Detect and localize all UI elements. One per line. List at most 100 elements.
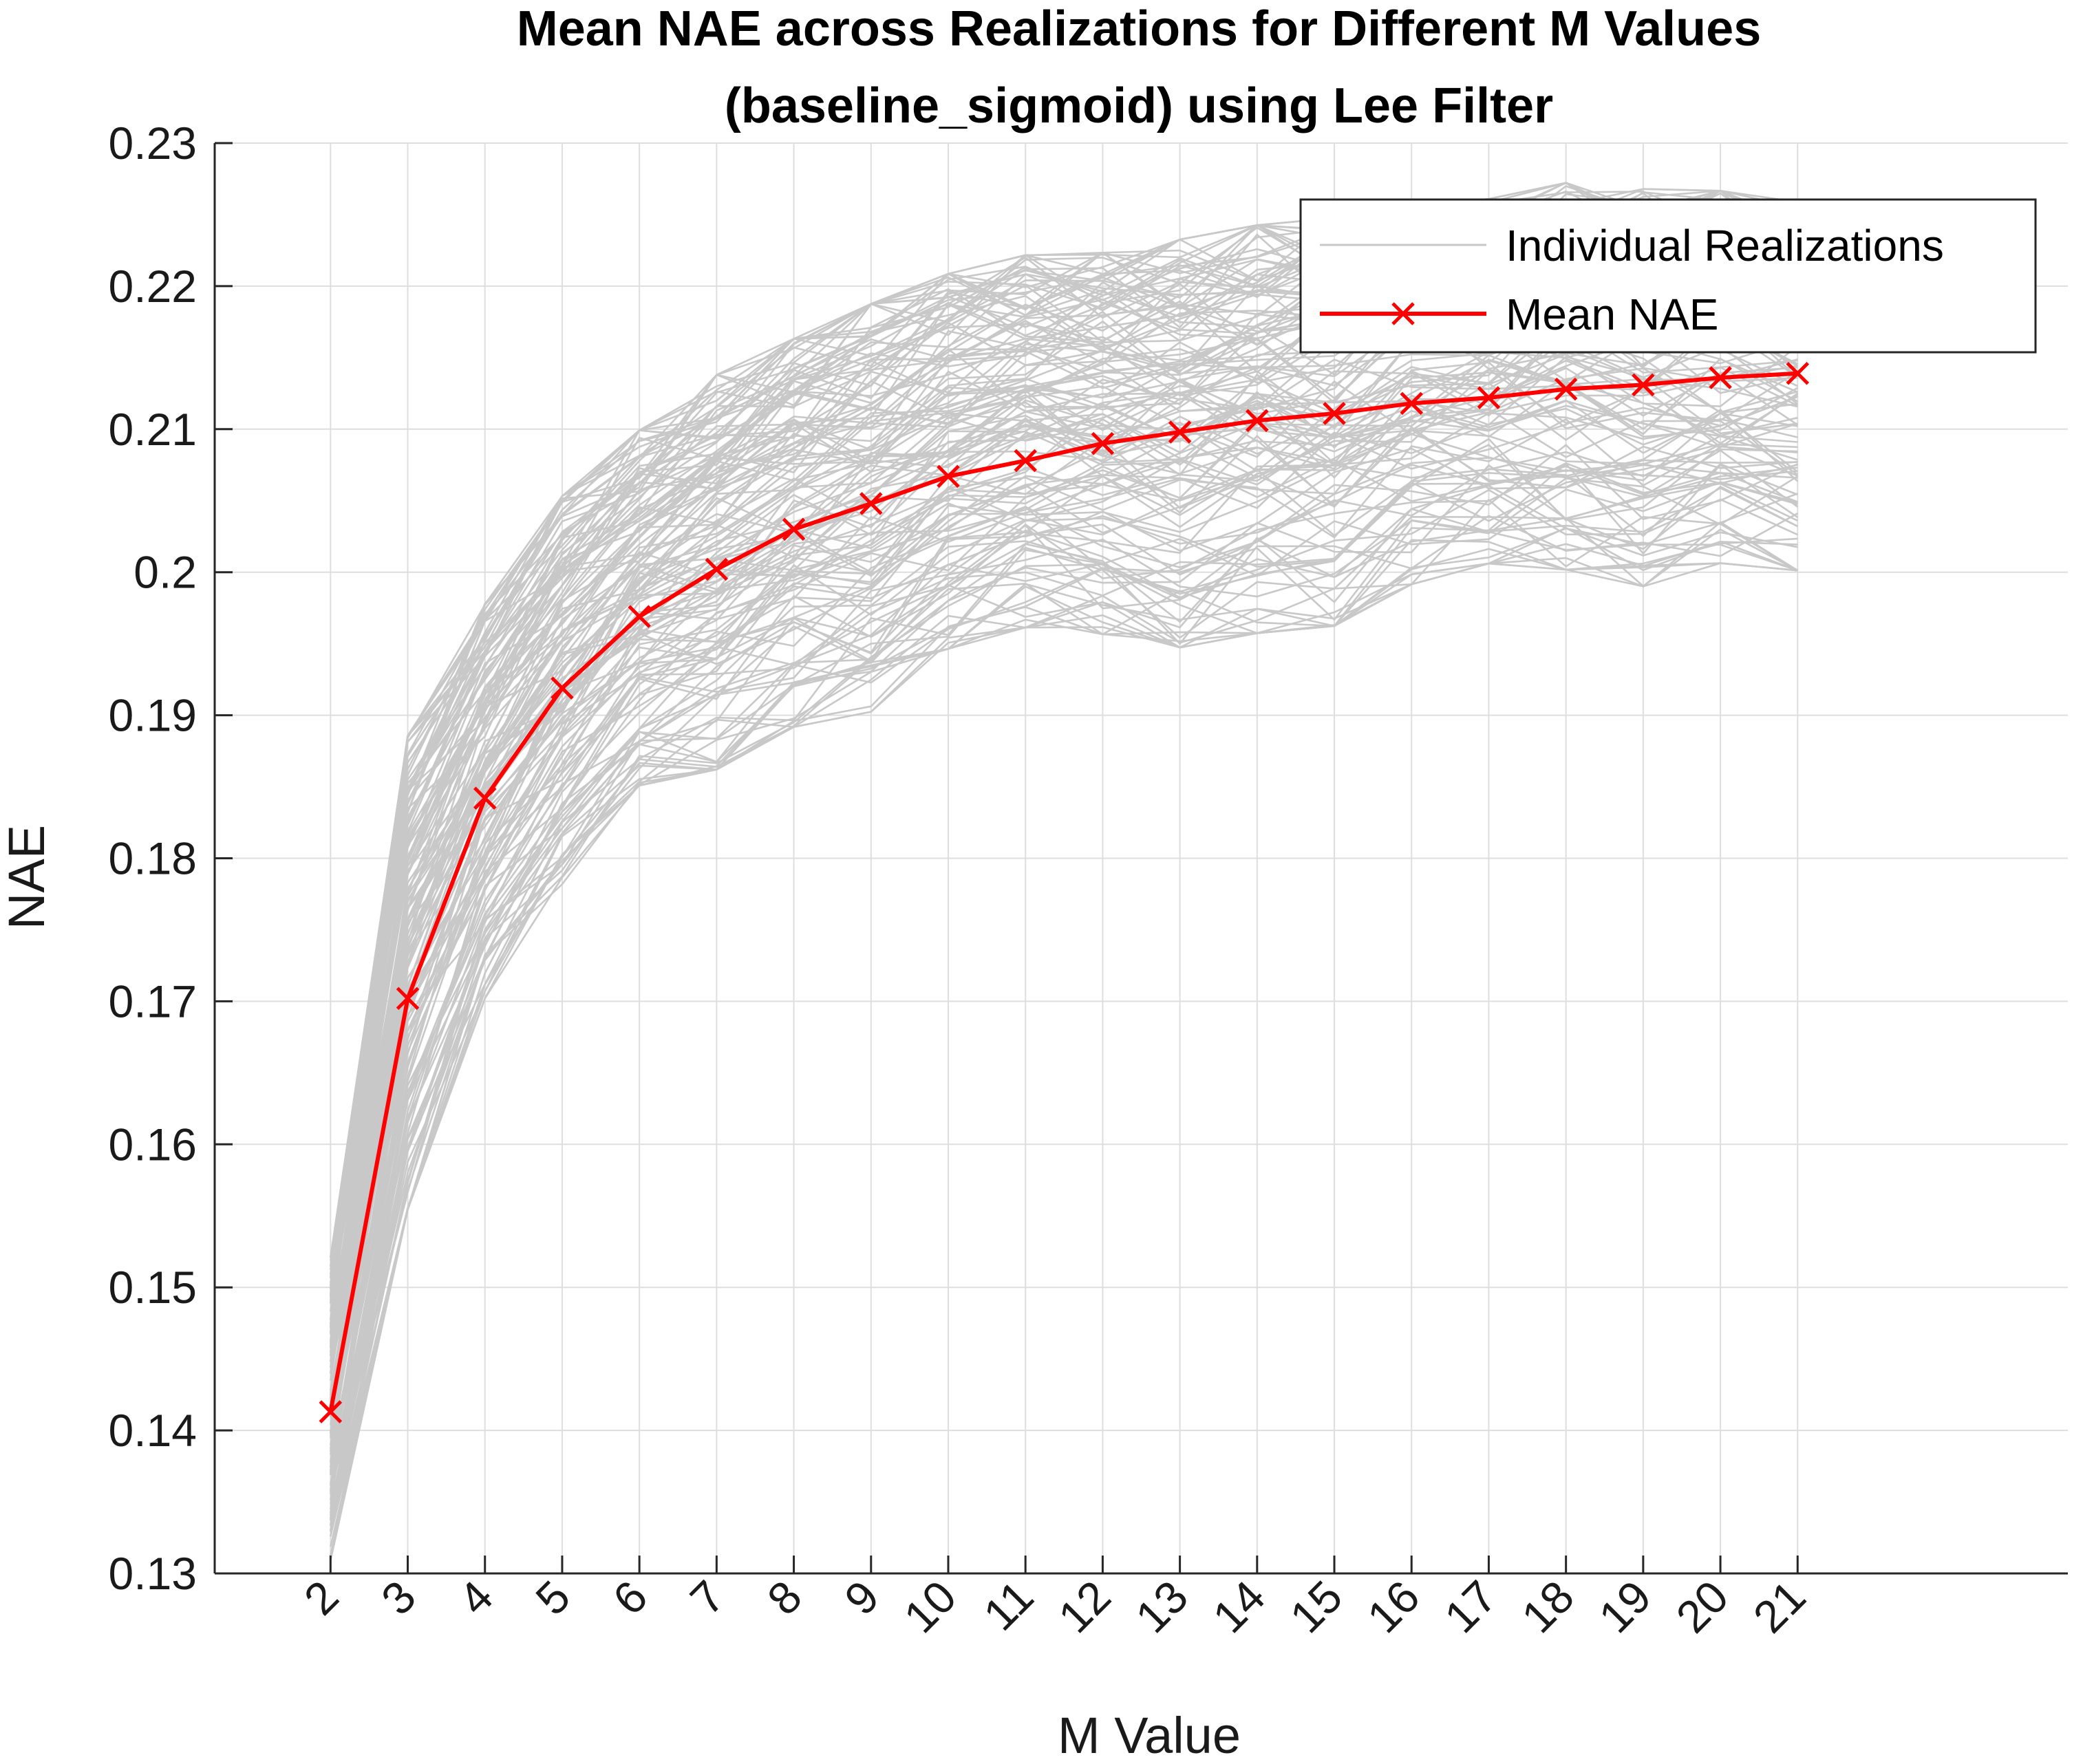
plot-area: 0.13 0.14 0.15 0.16 0.17 0.18 0.19 0.2 0.21 0.22 0… bbox=[109, 118, 2068, 1642]
y-tick-label: 0.23 bbox=[109, 118, 197, 169]
realization-line bbox=[330, 392, 1799, 1403]
mean-nae-marker bbox=[319, 1400, 343, 1423]
mean-nae-marker bbox=[1786, 361, 1810, 385]
y-axis-label: NAE bbox=[0, 825, 55, 929]
realization-line bbox=[330, 182, 1798, 1295]
legend-box bbox=[1299, 198, 2037, 354]
marker-stroke bbox=[319, 1400, 343, 1423]
realization-line bbox=[330, 562, 1798, 1537]
mean-nae-marker bbox=[1168, 420, 1192, 444]
marker-stroke bbox=[1323, 402, 1346, 425]
realization-line bbox=[330, 182, 1798, 1298]
mean-nae-marker bbox=[1091, 431, 1115, 455]
mean-nae-marker bbox=[1323, 402, 1346, 425]
realization-line bbox=[330, 418, 1798, 1471]
realization-line bbox=[330, 498, 1798, 1531]
y-tick-label: 0.14 bbox=[109, 1405, 197, 1456]
marker-stroke bbox=[937, 464, 960, 488]
realization-line bbox=[330, 367, 1798, 1446]
marker-stroke bbox=[705, 557, 729, 581]
mean-nae-marker bbox=[551, 676, 574, 700]
marker-stroke bbox=[396, 987, 420, 1011]
realization-line bbox=[330, 359, 1798, 1418]
marker-stroke bbox=[1709, 366, 1732, 389]
marker-stroke bbox=[1246, 409, 1269, 433]
marker-stroke bbox=[1400, 391, 1423, 416]
mean-nae-marker bbox=[1246, 409, 1269, 433]
realization-line bbox=[330, 433, 1798, 1462]
realization-line bbox=[330, 466, 1798, 1464]
realization-line bbox=[330, 318, 1798, 1403]
realization-line bbox=[330, 464, 1798, 1516]
realization-line bbox=[330, 482, 1798, 1532]
y-tick-label: 0.21 bbox=[109, 404, 197, 455]
marker-stroke bbox=[782, 517, 806, 541]
marker-stroke bbox=[628, 605, 651, 628]
marker-stroke bbox=[1477, 386, 1501, 409]
mean-nae-marker bbox=[1554, 377, 1578, 401]
mean-nae-marker bbox=[859, 492, 883, 515]
realization-line bbox=[330, 342, 1799, 1433]
realization-line bbox=[330, 539, 1798, 1561]
legend-mean-marker bbox=[1391, 302, 1415, 325]
y-tick-label: 0.18 bbox=[109, 833, 197, 884]
mean-nae-marker bbox=[1709, 366, 1732, 389]
marker-stroke bbox=[859, 492, 883, 515]
realization-line bbox=[330, 486, 1798, 1492]
realization-line bbox=[330, 448, 1798, 1509]
y-tick-label: 0.2 bbox=[133, 547, 197, 598]
y-tick-label: 0.22 bbox=[109, 261, 197, 312]
grid-lines bbox=[215, 142, 2068, 1574]
marker-stroke bbox=[551, 676, 574, 700]
mean-nae-marker bbox=[937, 464, 960, 488]
realization-line bbox=[330, 464, 1798, 1520]
realization-line bbox=[330, 527, 1798, 1525]
mean-nae-marker bbox=[1477, 386, 1501, 409]
mean-nae-marker bbox=[473, 786, 497, 810]
mean-nae-marker bbox=[1014, 449, 1037, 473]
marker-stroke bbox=[1391, 302, 1415, 325]
y-tick-label: 0.15 bbox=[109, 1262, 197, 1313]
chart-subtitle: (baseline_sigmoid) using Lee Filter bbox=[725, 78, 1553, 133]
mean-nae-series bbox=[319, 361, 1810, 1423]
mean-nae-marker bbox=[396, 987, 420, 1011]
realization-line bbox=[330, 429, 1798, 1468]
marker-stroke bbox=[1168, 420, 1192, 444]
mean-nae-marker bbox=[1391, 302, 1415, 325]
legend-mean-label: Mean NAE bbox=[1506, 290, 1718, 339]
realization-line bbox=[330, 444, 1799, 1519]
realization-line bbox=[330, 396, 1798, 1450]
marker-stroke bbox=[1786, 361, 1810, 385]
realization-line bbox=[330, 541, 1798, 1561]
realization-line bbox=[330, 356, 1798, 1393]
realization-line bbox=[330, 543, 1798, 1556]
realization-line bbox=[330, 481, 1798, 1519]
realization-line bbox=[330, 366, 1798, 1391]
chart-title: Mean NAE across Realizations for Differe… bbox=[517, 1, 1762, 56]
marker-stroke bbox=[1632, 373, 1655, 397]
legend: Individual Realizations Mean NAE bbox=[1299, 198, 2037, 354]
y-tick-labels: 0.13 0.14 0.15 0.16 0.17 0.18 0.19 0.2 0.21 0.22 0… bbox=[109, 118, 197, 1599]
marker-stroke bbox=[1014, 449, 1037, 473]
mean-nae-marker bbox=[782, 517, 806, 541]
x-axis-label: M Value bbox=[1058, 1707, 1241, 1764]
mean-nae-line bbox=[328, 371, 1798, 1412]
axes bbox=[213, 142, 2068, 1575]
realization-line bbox=[330, 389, 1798, 1467]
legend-realizations-label: Individual Realizations bbox=[1506, 221, 1944, 270]
realization-line bbox=[330, 407, 1798, 1474]
marker-stroke bbox=[1091, 431, 1115, 455]
realization-line bbox=[330, 469, 1798, 1514]
marker-stroke bbox=[1554, 377, 1578, 401]
mean-nae-marker bbox=[1632, 373, 1655, 397]
realization-line bbox=[330, 400, 1798, 1452]
realization-line bbox=[330, 513, 1798, 1526]
mean-nae-marker bbox=[628, 605, 651, 628]
y-tick-label: 0.16 bbox=[109, 1119, 197, 1170]
mean-nae-marker bbox=[1400, 391, 1423, 416]
realization-line bbox=[330, 429, 1798, 1485]
y-tick-label: 0.13 bbox=[109, 1548, 197, 1599]
mean-nae-marker bbox=[705, 557, 729, 581]
y-tick-label: 0.17 bbox=[109, 976, 197, 1026]
